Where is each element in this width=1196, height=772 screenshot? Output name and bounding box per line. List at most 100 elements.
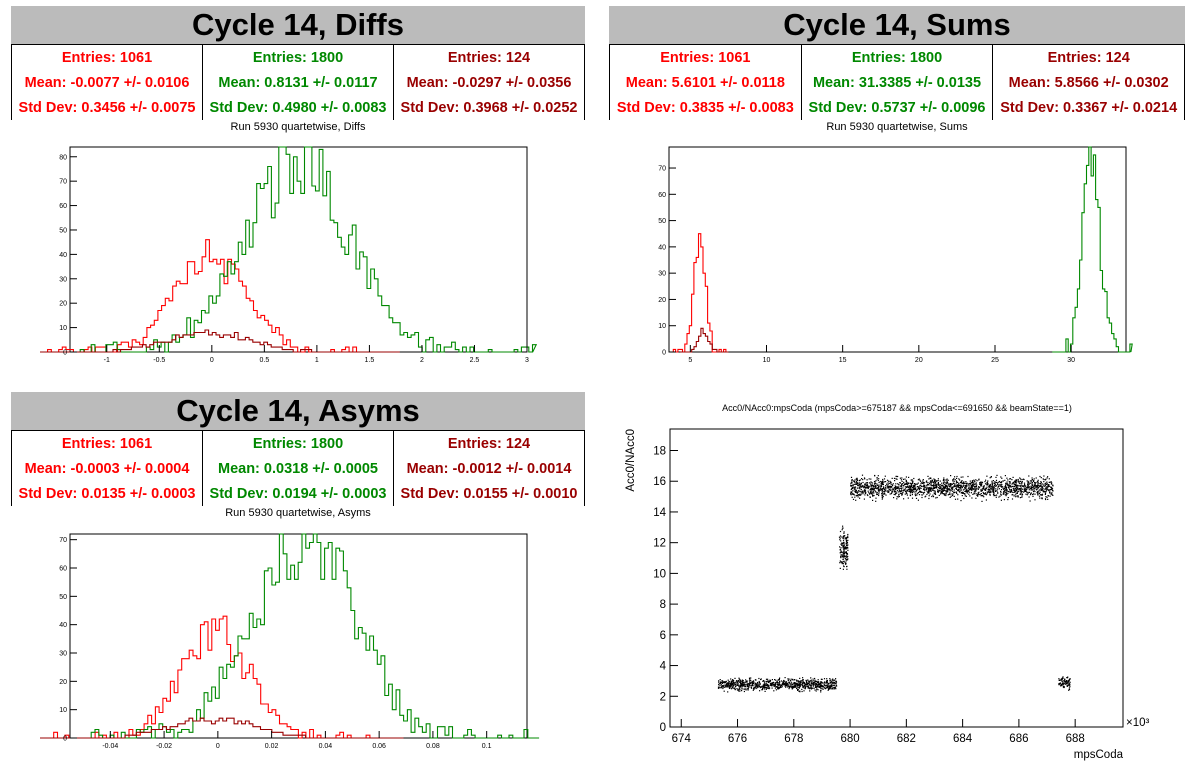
scatter-point [763,684,766,687]
scatter-point [981,488,983,490]
scatter-point [1041,493,1044,495]
scatter-point [720,687,722,689]
scatter-point [1006,489,1008,491]
scatter-point [857,496,859,498]
scatter-point [953,489,955,491]
scatter-point [764,686,767,688]
scatter-point [779,677,781,679]
scatter-point [1061,680,1063,682]
scatter-point [771,679,773,681]
scatter-point [977,487,979,489]
scatter-point [860,488,862,491]
scatter-point [906,482,908,484]
scatter-point [777,688,779,690]
scatter-point [897,496,899,498]
scatter-point [1050,481,1052,483]
scatter-point [948,489,950,491]
entries: Entries: 1800 [252,435,344,452]
chart-subtitle: Run 5930 quartetwise, Asyms [225,507,371,519]
scatter-point [725,685,727,687]
scatter-point [1029,480,1031,482]
scatter-point [1014,489,1016,491]
scatter-point [894,487,896,489]
scatter-point [882,497,884,499]
scatter-point [949,488,951,490]
scatter-point [952,494,954,497]
scatter-point [917,491,919,494]
scatter-point [930,480,932,482]
scatter-point [913,489,915,491]
scatter-point [776,680,778,682]
scatter-point [943,477,945,479]
scatter-point [783,683,785,685]
scatter-point [762,686,764,688]
scatter-point [747,683,749,685]
scatter-point [793,686,796,688]
scatter-point [1007,490,1010,493]
scatter-point [872,494,874,497]
scatter-point [859,484,861,486]
scatter-point [885,481,887,483]
scatter-point [1019,497,1021,499]
scatter-point [750,677,752,679]
scatter-point [1019,477,1021,479]
scatter-point [876,493,878,495]
scatter-point [940,488,942,490]
scatter-point [931,481,933,483]
scatter-point [1015,488,1018,490]
scatter-point [950,483,952,485]
scatter-point [1037,494,1039,496]
scatter-point [964,486,966,488]
scatter-point [802,682,804,684]
scatter-point [1030,489,1032,491]
scatter-point [1005,482,1007,484]
scatter-point [857,483,859,485]
scatter-point [853,488,855,490]
y-tick-label: 18 [653,446,666,458]
scatter-point [934,481,936,483]
scatter-point [850,476,853,478]
scatter-point [827,683,829,685]
scatter-point [815,682,817,684]
y-tick-label: 20 [59,301,67,308]
scatter-point [973,482,975,484]
scatter-point [954,484,956,486]
scatter-point [768,686,770,689]
scatter-point [850,493,852,495]
scatter-point [1000,489,1003,491]
scatter-point [942,486,944,488]
scatter-point [954,498,957,500]
scatter-point [791,687,794,689]
std-dev: Std Dev: 0.0155 +/- 0.0010 [400,485,578,502]
scatter-point [852,486,854,488]
scatter-point [983,485,985,487]
scatter-point [1067,680,1069,682]
scatter-point [925,487,927,489]
scatter-point [1010,491,1012,493]
scatter-point [956,484,958,486]
scatter-point [874,485,876,488]
scatter-point [842,547,844,549]
scatter-point [1040,477,1042,479]
scatter-point [874,484,876,486]
scatter-point [738,678,741,680]
scatter-point [770,683,772,685]
scatter-point [884,475,886,477]
scatter-point [841,554,843,556]
scatter-point [966,482,968,484]
scatter-point [1063,683,1065,685]
scatter-point [816,680,818,682]
scatter-point [1063,680,1065,682]
scatter-point [911,484,913,486]
scatter-point [736,684,738,686]
scatter-point [995,490,997,492]
scatter-point [1038,493,1041,495]
scatter-point [909,489,911,491]
scatter-point [923,482,925,484]
scatter-point [899,485,902,487]
scatter-point [1067,684,1069,686]
scatter-point [991,483,993,485]
scatter-point [773,684,775,686]
scatter-point [975,485,977,487]
